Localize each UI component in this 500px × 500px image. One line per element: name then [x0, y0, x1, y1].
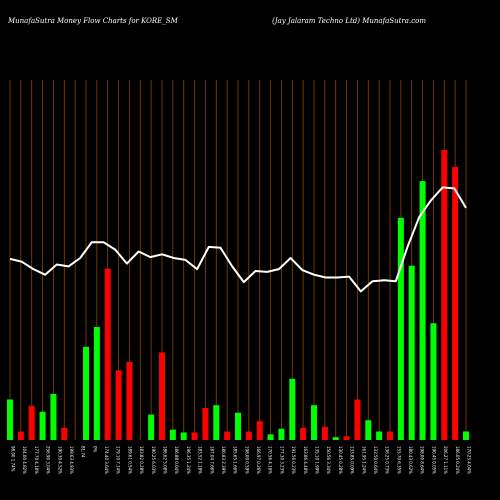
x-tick-label: 166.97 0.26% [256, 446, 261, 474]
x-tick-label: 196.35 1.24% [186, 446, 191, 474]
x-tick-label: 256.90 3.04% [46, 446, 51, 474]
x-tick-label: 179.10 7.14% [116, 446, 121, 474]
x-tick-label: 150.56 3.34% [326, 446, 331, 474]
x-tick-label: 186.88 0.04% [174, 446, 179, 474]
money-flow-bar [104, 268, 111, 440]
x-tick-label: 186.62 5.08% [163, 446, 168, 474]
money-flow-bar [213, 405, 220, 440]
x-tick-label: 183.82 0.28% [139, 446, 144, 474]
money-flow-bar [93, 327, 100, 440]
x-tick-label: 198.00 8.64% [420, 446, 425, 474]
money-flow-bar [202, 407, 209, 440]
x-tick-label: 155.70 6.35% [396, 446, 401, 474]
money-flow-bar [365, 420, 372, 440]
x-tick-label: 0% [92, 446, 97, 453]
money-flow-bar [430, 323, 437, 440]
money-flow-bar [235, 412, 241, 440]
x-tick-label: 183.52 1.18% [198, 446, 203, 474]
money-flow-bar [267, 434, 274, 440]
money-flow-bar [245, 431, 252, 440]
money-flow-bar [83, 346, 89, 440]
x-tick-label: 206.27 1.11% [443, 446, 448, 474]
x-tick-label: 180.43 0.62% [408, 446, 413, 474]
x-tick-label: 174.40 3.64% [104, 446, 109, 474]
money-flow-bar [419, 181, 426, 441]
money-flow-bar [387, 431, 393, 440]
x-tick-label: 186.05 0.24% [455, 446, 460, 474]
x-tick-label: 198.00 0.59% [244, 446, 249, 474]
money-flow-bar [463, 431, 469, 440]
x-tick-label: 190.25 6.03% [151, 446, 156, 474]
x-tick-label: 81.74 [81, 446, 86, 458]
money-flow-bar [452, 166, 459, 440]
money-flow-bar [28, 406, 35, 440]
money-flow-bar [289, 378, 296, 440]
money-flow-line [9, 186, 467, 293]
money-flow-bar [408, 265, 415, 440]
x-tick-label: 177.30 3.23% [279, 446, 284, 474]
money-flow-bar [278, 428, 285, 440]
money-flow-bar [300, 427, 307, 440]
x-tick-labels: 98.00 1.74% 104.00 4.82% 177.70 4.18% 256.9… [11, 446, 472, 474]
money-flow-bar [376, 431, 383, 440]
x-tick-label: 161.95 1.24% [361, 446, 366, 474]
x-tick-label: 130.45 0.28% [338, 446, 343, 474]
money-flow-bar [50, 393, 57, 440]
x-tick-label: 135.10 1.99% [315, 446, 320, 474]
money-flow-bar [17, 431, 24, 440]
x-tick-label: 177.70 4.18% [34, 446, 39, 474]
money-flow-bar [126, 361, 133, 440]
x-tick-label: 190.30 4.52% [57, 446, 62, 474]
money-flow-bar [148, 414, 155, 440]
money-flow-bar [7, 399, 13, 440]
money-flow-bar [224, 431, 231, 440]
money-flow-bar [61, 427, 68, 440]
x-tick-label: 185.65 1.66% [233, 446, 238, 474]
money-flow-bar [354, 399, 361, 440]
x-tick-label: 190.45 0.05% [431, 446, 436, 474]
money-flow-bar [159, 352, 165, 440]
money-flow-bar [256, 421, 263, 440]
money-flow-bar [441, 150, 448, 440]
money-flow-bar [343, 436, 350, 440]
money-flow-bar [321, 426, 328, 440]
x-tick-label: 163.86 4.48% [303, 446, 308, 474]
money-flow-bar [311, 405, 317, 440]
x-tick-label: 199.63 4.93% [69, 446, 74, 474]
x-tick-label: 180.83 2.39% [221, 446, 226, 474]
x-tick-label: 133.50 0.64% [373, 446, 378, 474]
money-flow-bar [39, 411, 46, 440]
x-tick-label: 187.04 7.66% [209, 446, 214, 474]
money-flow-bar [169, 429, 176, 440]
money-flow-bar [397, 217, 404, 440]
bar-series [7, 150, 469, 441]
x-tick-label: 191.56 0.23% [291, 446, 296, 474]
x-tick-label: 136.25 0.73% [385, 446, 390, 474]
x-tick-label: 170.25 4.04% [467, 446, 472, 474]
chart-title-right: (Jay Jalaram Techno Ltd) MunafaSutra.com [272, 17, 426, 25]
x-tick-label: 189.61 0.54% [127, 446, 132, 474]
x-tick-label: 104.00 4.82% [22, 446, 27, 474]
chart-title-left: MunafaSutra Money Flow Charts for KORE_S… [7, 17, 179, 25]
money-flow-bar [332, 437, 339, 440]
money-flow-bar [180, 432, 187, 440]
money-flow-bar [191, 432, 198, 440]
x-tick-label: 98.00 1.74% [11, 446, 16, 472]
x-tick-label: 133.85 0.09% [350, 446, 355, 474]
money-flow-bar [115, 370, 122, 440]
x-tick-label: 170.56 4.16% [268, 446, 273, 474]
